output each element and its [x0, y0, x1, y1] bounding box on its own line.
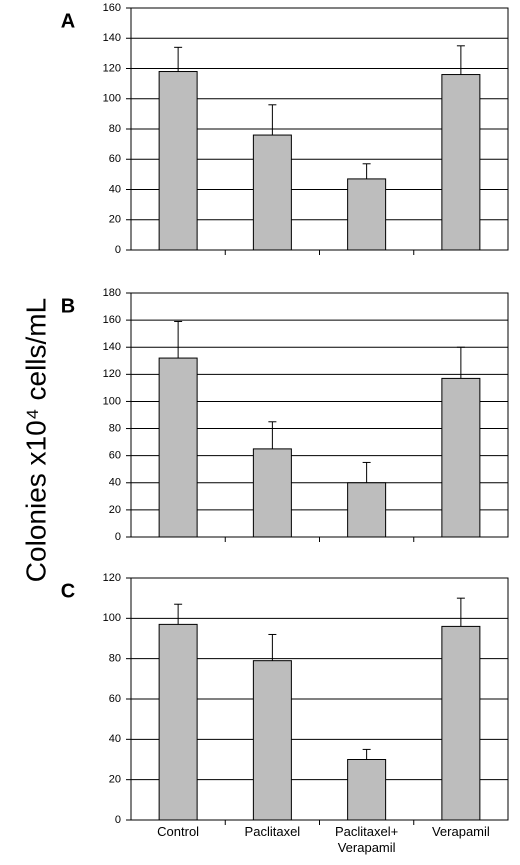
panel-label: B	[61, 295, 75, 317]
y-tick-label: 120	[103, 572, 121, 584]
y-tick-label: 40	[109, 733, 121, 745]
x-label-box: Control	[157, 824, 200, 839]
x-label-box: Verapamil	[431, 824, 490, 839]
bar	[347, 759, 387, 821]
bar	[252, 660, 292, 821]
x-tick-label: Paclitaxel	[244, 824, 301, 839]
y-tick-label: 180	[103, 287, 121, 299]
y-tick-label: 60	[109, 693, 121, 705]
bar	[158, 623, 198, 821]
bar	[252, 448, 292, 538]
y-tick-label: 100	[103, 93, 121, 105]
y-tick-label: 40	[109, 477, 121, 489]
y-tick-label: 80	[109, 422, 121, 434]
bar	[252, 134, 292, 251]
x-tick-label: Control	[157, 824, 200, 839]
y-tick-label: 0	[115, 531, 121, 543]
y-tick-label: 80	[109, 123, 121, 135]
y-tick-label: 140	[103, 32, 121, 44]
panel-label: C	[61, 580, 75, 602]
y-tick-label: 160	[103, 2, 121, 14]
y-tick-label: 40	[109, 183, 121, 195]
bar	[441, 74, 481, 251]
bar	[441, 625, 481, 821]
bar	[347, 482, 387, 538]
y-tick-label: 160	[103, 314, 121, 326]
bar	[158, 71, 198, 251]
y-tick-label: 120	[103, 368, 121, 380]
y-tick-label: 100	[103, 612, 121, 624]
x-label-box: Paclitaxel	[244, 824, 301, 839]
y-tick-label: 80	[109, 653, 121, 665]
y-tick-label: 0	[115, 814, 121, 826]
y-tick-label: 20	[109, 774, 121, 786]
y-tick-label: 60	[109, 450, 121, 462]
x-label-box: Paclitaxel+ Verapamil	[335, 824, 399, 855]
panel-label: A	[61, 10, 75, 32]
x-tick-label: Verapamil	[431, 824, 490, 839]
y-tick-label: 60	[109, 153, 121, 165]
bar	[441, 377, 481, 538]
y-tick-label: 20	[109, 504, 121, 516]
bar	[158, 357, 198, 538]
y-tick-label: 140	[103, 341, 121, 353]
x-tick-label: Paclitaxel+ Verapamil	[335, 824, 399, 855]
y-tick-label: 100	[103, 395, 121, 407]
y-tick-label: 20	[109, 214, 121, 226]
y-tick-label: 0	[115, 244, 121, 256]
y-axis-label: Colonies x10⁴ cells/mL	[20, 298, 51, 582]
y-tick-label: 120	[103, 62, 121, 74]
bar	[347, 178, 387, 251]
